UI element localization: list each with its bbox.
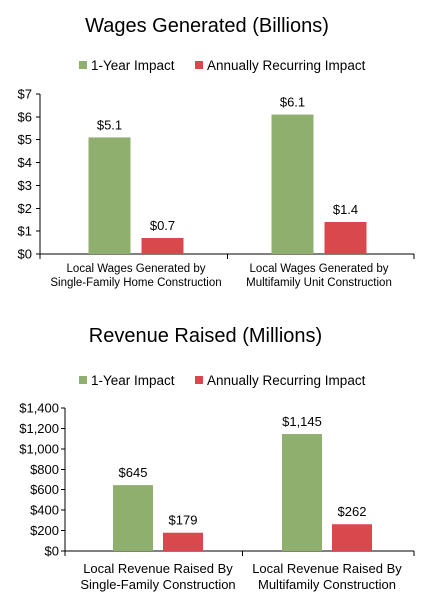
category-label-2-line-1: Local Revenue Raised By <box>252 561 402 576</box>
data-label: $1.4 <box>333 202 358 217</box>
category-label-2-line-2: Multifamily Construction <box>258 577 396 592</box>
data-label: $1,145 <box>282 414 322 429</box>
chart-1: Wages Generated (Billions) 1-Year Impact A… <box>18 15 415 289</box>
legend-swatch-2 <box>195 376 203 384</box>
y-tick-label: $1,400 <box>19 401 59 416</box>
bar-one-year-1 <box>88 137 131 254</box>
y-tick-label: $0 <box>45 544 59 559</box>
y-tick-label: $200 <box>30 523 59 538</box>
y-tick-label: $1,000 <box>19 441 59 456</box>
y-tick-label: $7 <box>18 87 32 102</box>
bar-one-year-2 <box>282 434 322 551</box>
category-label-1-line-1: Local Revenue Raised By <box>83 561 233 576</box>
y-tick-label: $600 <box>30 482 59 497</box>
legend-swatch-2 <box>195 61 203 69</box>
category-label-1-line-2: Single-Family Construction <box>80 577 235 592</box>
y-tick-label: $6 <box>18 109 32 124</box>
data-label: $645 <box>119 465 148 480</box>
legend-label-2: Annually Recurring Impact <box>207 373 366 388</box>
legend-swatch-1 <box>79 376 87 384</box>
y-tick-label: $1,200 <box>19 421 59 436</box>
category-label-1-line-2: Single-Family Home Construction <box>50 277 221 289</box>
y-tick-label: $800 <box>30 462 59 477</box>
bar-one-year-2 <box>271 114 314 254</box>
y-tick-label: $3 <box>18 178 32 193</box>
y-tick-label: $5 <box>18 132 32 147</box>
data-label: $6.1 <box>280 95 305 110</box>
category-label-1-line-1: Local Wages Generated by <box>67 263 206 275</box>
bar-recurring-2 <box>332 524 372 551</box>
legend: 1-Year Impact Annually Recurring Impact <box>79 373 366 388</box>
y-tick-label: $0 <box>18 247 32 262</box>
bar-recurring-1 <box>163 532 203 551</box>
chart-2: Revenue Raised (Millions) 1-Year Impact An… <box>19 325 415 592</box>
y-tick-label: $1 <box>18 224 32 239</box>
legend-swatch-1 <box>79 61 87 69</box>
legend-label-1: 1-Year Impact <box>91 58 175 73</box>
data-label: $0.7 <box>150 218 175 233</box>
legend-label-1: 1-Year Impact <box>91 373 175 388</box>
y-tick-label: $400 <box>30 503 59 518</box>
data-label: $262 <box>338 504 367 519</box>
data-label: $179 <box>169 513 198 528</box>
category-label-2-line-1: Local Wages Generated by <box>250 263 389 275</box>
bar-one-year-1 <box>113 485 153 551</box>
legend: 1-Year Impact Annually Recurring Impact <box>79 58 366 73</box>
y-tick-label: $2 <box>18 201 32 216</box>
bar-recurring-2 <box>324 222 367 254</box>
legend-label-2: Annually Recurring Impact <box>207 58 366 73</box>
data-label: $5.1 <box>97 117 122 132</box>
category-label-2-line-2: Multifamily Unit Construction <box>246 277 392 289</box>
y-tick-label: $4 <box>18 155 32 170</box>
chart-title: Revenue Raised (Millions) <box>89 325 322 347</box>
chart-title: Wages Generated (Billions) <box>85 15 329 37</box>
bar-recurring-1 <box>141 238 184 254</box>
